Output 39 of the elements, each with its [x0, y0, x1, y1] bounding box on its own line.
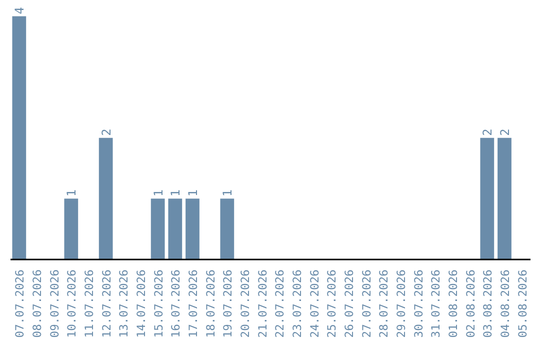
x-tick-label: 17.07.2026 — [186, 269, 200, 338]
x-tick-label: 10.07.2026 — [64, 269, 79, 338]
x-tick-label: 07.07.2026 — [12, 269, 27, 338]
data-label: 2 — [498, 128, 512, 136]
x-tick-label: 21.07.2026 — [255, 269, 270, 338]
data-label: 1 — [168, 189, 183, 197]
x-tick-label: 23.07.2026 — [290, 269, 304, 338]
data-label: 1 — [186, 189, 200, 197]
data-label: 1 — [220, 189, 235, 197]
x-tick-label: 20.07.2026 — [238, 269, 252, 338]
x-tick-label: 16.07.2026 — [168, 269, 183, 338]
x-tick-label: 26.07.2026 — [342, 269, 356, 338]
x-tick-label: 15.07.2026 — [151, 269, 166, 338]
x-tick-label: 12.07.2026 — [99, 269, 114, 338]
x-tick-label: 29.07.2026 — [394, 269, 408, 338]
x-tick-label: 24.07.2026 — [307, 269, 322, 338]
x-tick-label: 05.08.2026 — [515, 269, 530, 338]
data-label: 2 — [480, 128, 495, 136]
x-tick-label: 09.07.2026 — [47, 269, 62, 338]
x-tick-label: 04.08.2026 — [498, 269, 512, 338]
x-tick-label: 14.07.2026 — [134, 269, 148, 338]
x-tick-label: 28.07.2026 — [376, 269, 391, 338]
data-label: 4 — [12, 6, 27, 14]
x-tick-label: 02.08.2026 — [463, 269, 478, 338]
x-tick-label: 01.08.2026 — [446, 269, 460, 338]
x-tick-label: 11.07.2026 — [82, 269, 96, 338]
data-label: 1 — [64, 189, 79, 197]
data-label: 2 — [99, 128, 114, 136]
x-tick-label: 19.07.2026 — [220, 269, 235, 338]
x-tick-label: 25.07.2026 — [324, 269, 339, 338]
x-tick-label: 30.07.2026 — [411, 269, 426, 338]
x-tick-label: 03.08.2026 — [480, 269, 495, 338]
x-tick-label: 13.07.2026 — [116, 269, 131, 338]
x-tick-label: 27.07.2026 — [359, 269, 374, 338]
x-tick-label: 31.07.2026 — [428, 269, 443, 338]
x-tick-label: 08.07.2026 — [30, 269, 44, 338]
x-tick-label: 22.07.2026 — [272, 269, 287, 338]
x-tick-label: 18.07.2026 — [203, 269, 218, 338]
data-label: 1 — [151, 189, 166, 197]
